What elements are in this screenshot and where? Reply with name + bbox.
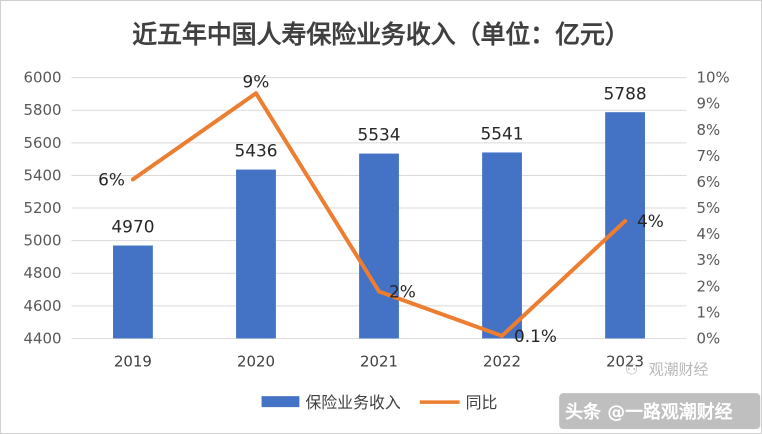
line-value-label: 2%: [389, 281, 416, 301]
legend-label-line: 同比: [466, 393, 498, 412]
x-axis: 2019 2020 2021 2022 2023: [114, 352, 644, 370]
line-value-label: 6%: [98, 169, 125, 189]
watermark: ⚇ 观潮财经 头条 @一路观潮财经: [559, 360, 761, 430]
line-point: [253, 91, 258, 96]
line-point: [623, 219, 628, 224]
line-point: [377, 289, 381, 294]
bar-value-label: 5534: [357, 125, 400, 145]
y-right-tick-label: 4%: [697, 225, 721, 243]
y-right-tick-label: 5%: [697, 199, 721, 217]
bar-value-label: 5788: [604, 83, 647, 103]
y-right-tick-label: 9%: [697, 95, 721, 113]
bar-value-label: 5541: [481, 124, 524, 144]
y-right-tick-label: 0%: [697, 329, 721, 347]
bar-value-label: 5436: [234, 141, 277, 161]
left-axis: 4400 4600 4800 5000 5200 5400 5600 5800 6000: [23, 69, 61, 348]
y-right-tick-label: 1%: [697, 303, 721, 321]
y-left-tick-label: 5600: [23, 134, 61, 152]
line-series: [130, 91, 628, 338]
y-left-tick-label: 5800: [23, 101, 61, 119]
y-right-tick-label: 6%: [697, 173, 721, 191]
watermark-top-text: 观潮财经: [649, 360, 709, 378]
y-right-tick-label: 8%: [697, 121, 721, 139]
y-left-tick-label: 5000: [23, 232, 61, 250]
bar: [113, 245, 153, 339]
x-tick-label: 2023: [606, 352, 644, 370]
line-value-label: 9%: [243, 71, 270, 91]
y-left-tick-label: 4800: [23, 264, 61, 282]
y-left-tick-label: 6000: [23, 69, 61, 87]
y-left-tick-label: 5400: [23, 166, 61, 184]
chart-title: 近五年中国人寿保险业务收入（单位：亿元）: [132, 20, 629, 49]
bar-value-label: 4970: [111, 217, 154, 237]
watermark-banner: [559, 393, 761, 430]
bar-series: [113, 112, 645, 339]
legend-label-bar: 保险业务收入: [305, 393, 401, 412]
watermark-bottom-text: 头条 @一路观潮财经: [565, 401, 732, 423]
y-right-tick-label: 7%: [697, 147, 721, 165]
bar: [236, 169, 276, 339]
x-tick-label: 2022: [483, 352, 521, 370]
x-tick-label: 2019: [114, 352, 152, 370]
y-left-tick-label: 4600: [23, 297, 61, 315]
line-value-label: 4%: [637, 211, 664, 231]
line-value-label: 0.1%: [514, 326, 557, 346]
legend: 保险业务收入 同比: [261, 393, 498, 412]
line-point: [500, 333, 505, 338]
right-axis: 0% 1% 2% 3% 4% 5% 6% 7% 8% 9% 10%: [697, 69, 730, 348]
x-tick-label: 2021: [360, 352, 398, 370]
y-left-tick-label: 5200: [23, 199, 61, 217]
bar: [605, 112, 645, 339]
legend-swatch-bar: [261, 396, 300, 408]
y-right-tick-label: 3%: [697, 251, 721, 269]
bar: [359, 153, 399, 339]
y-right-tick-label: 10%: [697, 69, 730, 87]
line-point: [130, 177, 135, 182]
data-labels: 4970 5436 5534 5541 5788 6% 9% 2% 0.1% 4%: [98, 71, 664, 345]
y-left-tick-label: 4400: [23, 329, 61, 347]
y-right-tick-label: 2%: [697, 277, 721, 295]
watermark-icon: ⚇: [625, 360, 638, 378]
bar: [482, 152, 522, 339]
x-tick-label: 2020: [237, 352, 275, 370]
